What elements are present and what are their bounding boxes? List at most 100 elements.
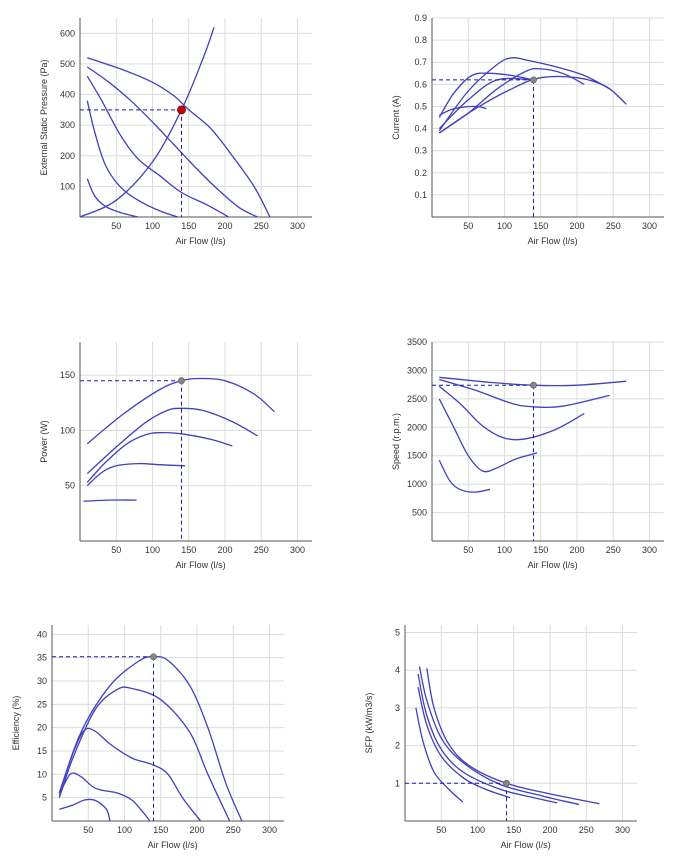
x-tick-label: 50: [463, 545, 473, 555]
x-tick-label: 300: [262, 825, 277, 835]
operating-point-marker: [177, 105, 186, 115]
series-line-4: [86, 462, 186, 487]
x-tick-label: 200: [217, 545, 232, 555]
x-axis-label: Air Flow (l/s): [176, 560, 226, 570]
y-tick-label: 0.9: [414, 13, 427, 23]
y-tick-label: 20: [37, 723, 47, 733]
y-tick-label: 0.7: [414, 57, 427, 67]
series-line-5: [439, 105, 487, 116]
x-tick-label: 150: [181, 545, 196, 555]
y-tick-label: 100: [60, 181, 75, 191]
series-line-2: [86, 66, 258, 218]
series-line-2: [439, 378, 610, 409]
x-tick-label: 100: [497, 221, 512, 231]
y-tick-label: 25: [37, 699, 47, 709]
series-line-4: [438, 75, 627, 134]
y-tick-label: 0.2: [414, 168, 427, 178]
series-line-3: [438, 385, 585, 441]
x-tick-label: 50: [111, 545, 121, 555]
x-tick-label: 200: [569, 545, 584, 555]
y-tick-label: 2: [395, 741, 400, 751]
x-tick-label: 150: [153, 825, 168, 835]
series-line-5: [415, 707, 464, 803]
series-line-3: [58, 727, 202, 822]
y-tick-label: 1: [395, 778, 400, 788]
series-line-4: [86, 100, 179, 218]
x-tick-label: 250: [606, 221, 621, 231]
y-tick-label: 3000: [407, 365, 427, 375]
speed-chart: 50 100 150 200 250 300 500 1000 1500 2000 2500 3000…: [391, 337, 664, 570]
x-tick-label: 300: [642, 221, 657, 231]
y-tick-label: 150: [60, 370, 75, 380]
y-tick-label: 35: [37, 653, 47, 663]
sfp-chart: 50 100 150 200 250 300 1 2 3 4 5 Air Flow (l/s) SFP …: [364, 625, 637, 850]
series-line-2: [86, 407, 258, 475]
y-tick-label: 400: [60, 90, 75, 100]
y-tick-label: 0.1: [414, 190, 427, 200]
y-axis-label: Efficiency (%): [11, 696, 21, 751]
series-line-1: [58, 655, 243, 822]
series-line-3: [417, 673, 558, 804]
x-tick-label: 150: [533, 221, 548, 231]
operating-point-marker: [178, 377, 185, 385]
operating-point-marker: [150, 653, 157, 661]
y-axis-label: Power (W): [39, 420, 49, 463]
series-line-2: [418, 666, 580, 806]
x-tick-label: 300: [290, 545, 305, 555]
power-chart: 50 100 150 200 250 300 50 100 150 Air Flow (l/s) P…: [39, 342, 312, 570]
series-line-1: [86, 377, 275, 445]
x-tick-label: 50: [111, 221, 121, 231]
y-tick-label: 300: [60, 120, 75, 130]
y-tick-label: 500: [60, 59, 75, 69]
series-line-6: [79, 26, 215, 218]
current-chart: 50 100 150 200 250 300 0.1 0.2 0.3 0.4 0.5 0.6 0.7 0.…: [391, 13, 664, 246]
y-axis-label: Current (A): [391, 95, 401, 140]
y-tick-label: 100: [60, 425, 75, 435]
y-tick-label: 5: [42, 793, 47, 803]
y-tick-label: 15: [37, 746, 47, 756]
x-axis-label: Air Flow (l/s): [528, 236, 578, 246]
x-tick-label: 200: [189, 825, 204, 835]
efficiency-chart: 50 100 150 200 250 300 5 10 15 20 25 30 35 40 Air Flow…: [11, 625, 284, 850]
y-axis-label: External Static Pressure (Pa): [39, 59, 49, 175]
series-line-2: [58, 686, 231, 822]
y-tick-label: 600: [60, 28, 75, 38]
x-tick-label: 300: [642, 545, 657, 555]
x-tick-label: 100: [145, 221, 160, 231]
x-tick-label: 100: [470, 825, 485, 835]
y-tick-label: 1000: [407, 479, 427, 489]
y-tick-label: 0.8: [414, 35, 427, 45]
x-tick-label: 250: [254, 545, 269, 555]
y-tick-label: 3: [395, 703, 400, 713]
y-tick-label: 4: [395, 665, 400, 675]
series-line-1: [438, 72, 534, 118]
x-axis-label: Air Flow (l/s): [148, 840, 198, 850]
x-tick-label: 100: [117, 825, 132, 835]
y-tick-label: 0.6: [414, 79, 427, 89]
x-tick-label: 50: [436, 825, 446, 835]
x-tick-label: 250: [254, 221, 269, 231]
pressure-chart: 50 100 150 200 250 300 100 200 300 400 500 600 Air F…: [39, 18, 312, 246]
x-tick-label: 300: [615, 825, 630, 835]
series-line-4: [438, 398, 538, 473]
series-line-5: [59, 798, 111, 822]
x-tick-label: 150: [181, 221, 196, 231]
x-tick-label: 200: [217, 221, 232, 231]
y-tick-label: 2500: [407, 394, 427, 404]
operating-point-marker: [530, 381, 537, 389]
x-tick-label: 250: [226, 825, 241, 835]
y-tick-label: 10: [37, 769, 47, 779]
x-tick-label: 200: [542, 825, 557, 835]
y-tick-label: 0.4: [414, 124, 427, 134]
x-tick-label: 100: [497, 545, 512, 555]
y-tick-label: 1500: [407, 451, 427, 461]
y-axis-label: Speed (r.p.m.): [391, 413, 401, 470]
series-line-5: [438, 460, 491, 493]
x-axis-label: Air Flow (l/s): [501, 840, 551, 850]
series-line-4: [417, 687, 511, 799]
series-line-3: [86, 75, 229, 218]
x-tick-label: 150: [506, 825, 521, 835]
y-tick-label: 0.5: [414, 101, 427, 111]
y-tick-label: 500: [412, 508, 427, 518]
